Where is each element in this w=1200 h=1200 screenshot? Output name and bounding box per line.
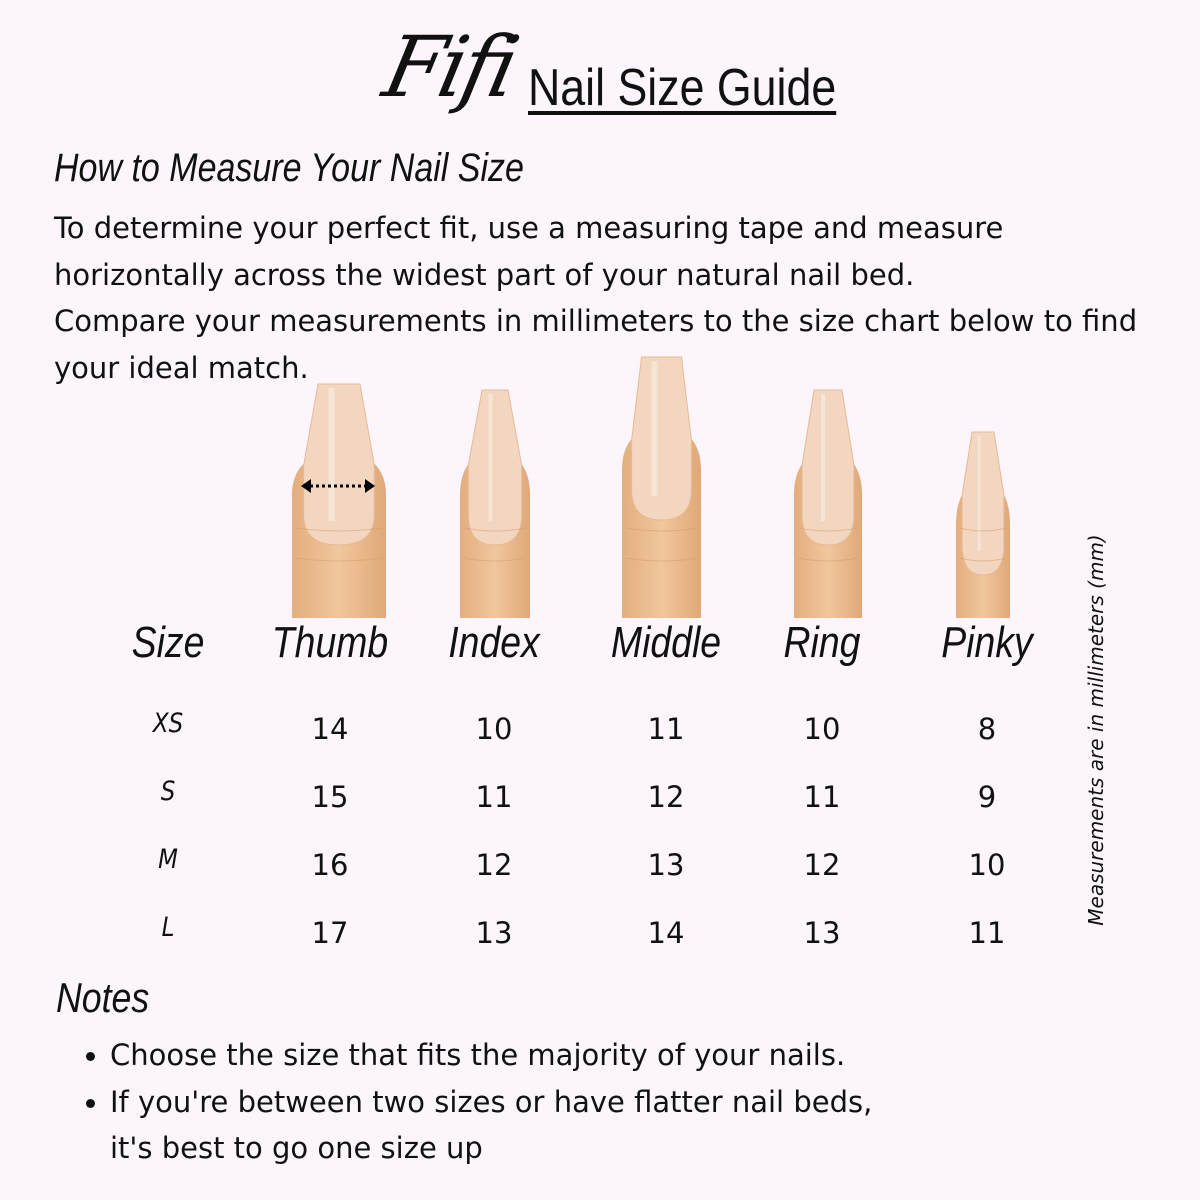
size-cell: 11 bbox=[647, 712, 685, 746]
size-cell: 11 bbox=[803, 780, 841, 814]
finger-ring-icon bbox=[794, 389, 862, 618]
note-item: Choose the size that fits the majority o… bbox=[86, 1032, 872, 1079]
size-label: S bbox=[160, 776, 176, 807]
size-cell: 13 bbox=[803, 916, 841, 950]
size-cell: 14 bbox=[647, 916, 685, 950]
size-cell: 11 bbox=[475, 780, 513, 814]
column-header-pinky: Pinky bbox=[941, 618, 1033, 667]
column-header-size: Size bbox=[131, 618, 205, 667]
note-item: If you're between two sizes or have flat… bbox=[86, 1079, 872, 1172]
size-cell: 13 bbox=[647, 848, 685, 882]
unit-note: Measurements are in millimeters (mm) bbox=[1084, 534, 1108, 926]
note-text: If you're between two sizes or have flat… bbox=[110, 1084, 873, 1119]
brand-logo: Fifi bbox=[375, 18, 524, 116]
finger-thumb-icon bbox=[292, 383, 386, 618]
size-cell: 13 bbox=[475, 916, 513, 950]
size-cell: 10 bbox=[968, 848, 1006, 882]
size-cell: 15 bbox=[311, 780, 349, 814]
page-title: Nail Size Guide bbox=[528, 59, 837, 117]
size-cell: 9 bbox=[977, 780, 997, 814]
size-cell: 8 bbox=[977, 712, 997, 746]
note-text: it's best to go one size up bbox=[110, 1131, 483, 1165]
size-label: L bbox=[161, 912, 175, 943]
notes-heading: Notes bbox=[56, 974, 150, 1021]
intro-text: To determine your perfect fit, use a mea… bbox=[54, 205, 1164, 391]
intro-paragraph: To determine your perfect fit, use a mea… bbox=[54, 211, 1004, 292]
size-cell: 12 bbox=[803, 848, 841, 882]
finger-middle-icon bbox=[622, 356, 701, 618]
size-cell: 12 bbox=[475, 848, 513, 882]
size-cell: 12 bbox=[647, 780, 685, 814]
note-text: Choose the size that fits the majority o… bbox=[110, 1038, 846, 1072]
column-header-index: Index bbox=[448, 618, 540, 667]
size-cell: 10 bbox=[803, 712, 841, 746]
column-header-thumb: Thumb bbox=[271, 618, 389, 667]
size-label: M bbox=[158, 844, 178, 875]
size-cell: 10 bbox=[475, 712, 513, 746]
size-cell: 11 bbox=[968, 916, 1006, 950]
size-cell: 16 bbox=[311, 848, 349, 882]
size-cell: 17 bbox=[311, 916, 349, 950]
column-header-ring: Ring bbox=[783, 618, 861, 667]
finger-pinky-icon bbox=[956, 431, 1010, 618]
howto-heading: How to Measure Your Nail Size bbox=[54, 146, 524, 190]
double-arrow-dotted-icon bbox=[301, 479, 375, 493]
column-header-middle: Middle bbox=[610, 618, 722, 667]
finger-index-icon bbox=[460, 389, 530, 618]
size-cell: 14 bbox=[311, 712, 349, 746]
size-label: XS bbox=[152, 708, 184, 739]
notes-list: Choose the size that fits the majority o… bbox=[86, 1032, 872, 1172]
intro-paragraph: Compare your measurements in millimeters… bbox=[54, 304, 1138, 385]
